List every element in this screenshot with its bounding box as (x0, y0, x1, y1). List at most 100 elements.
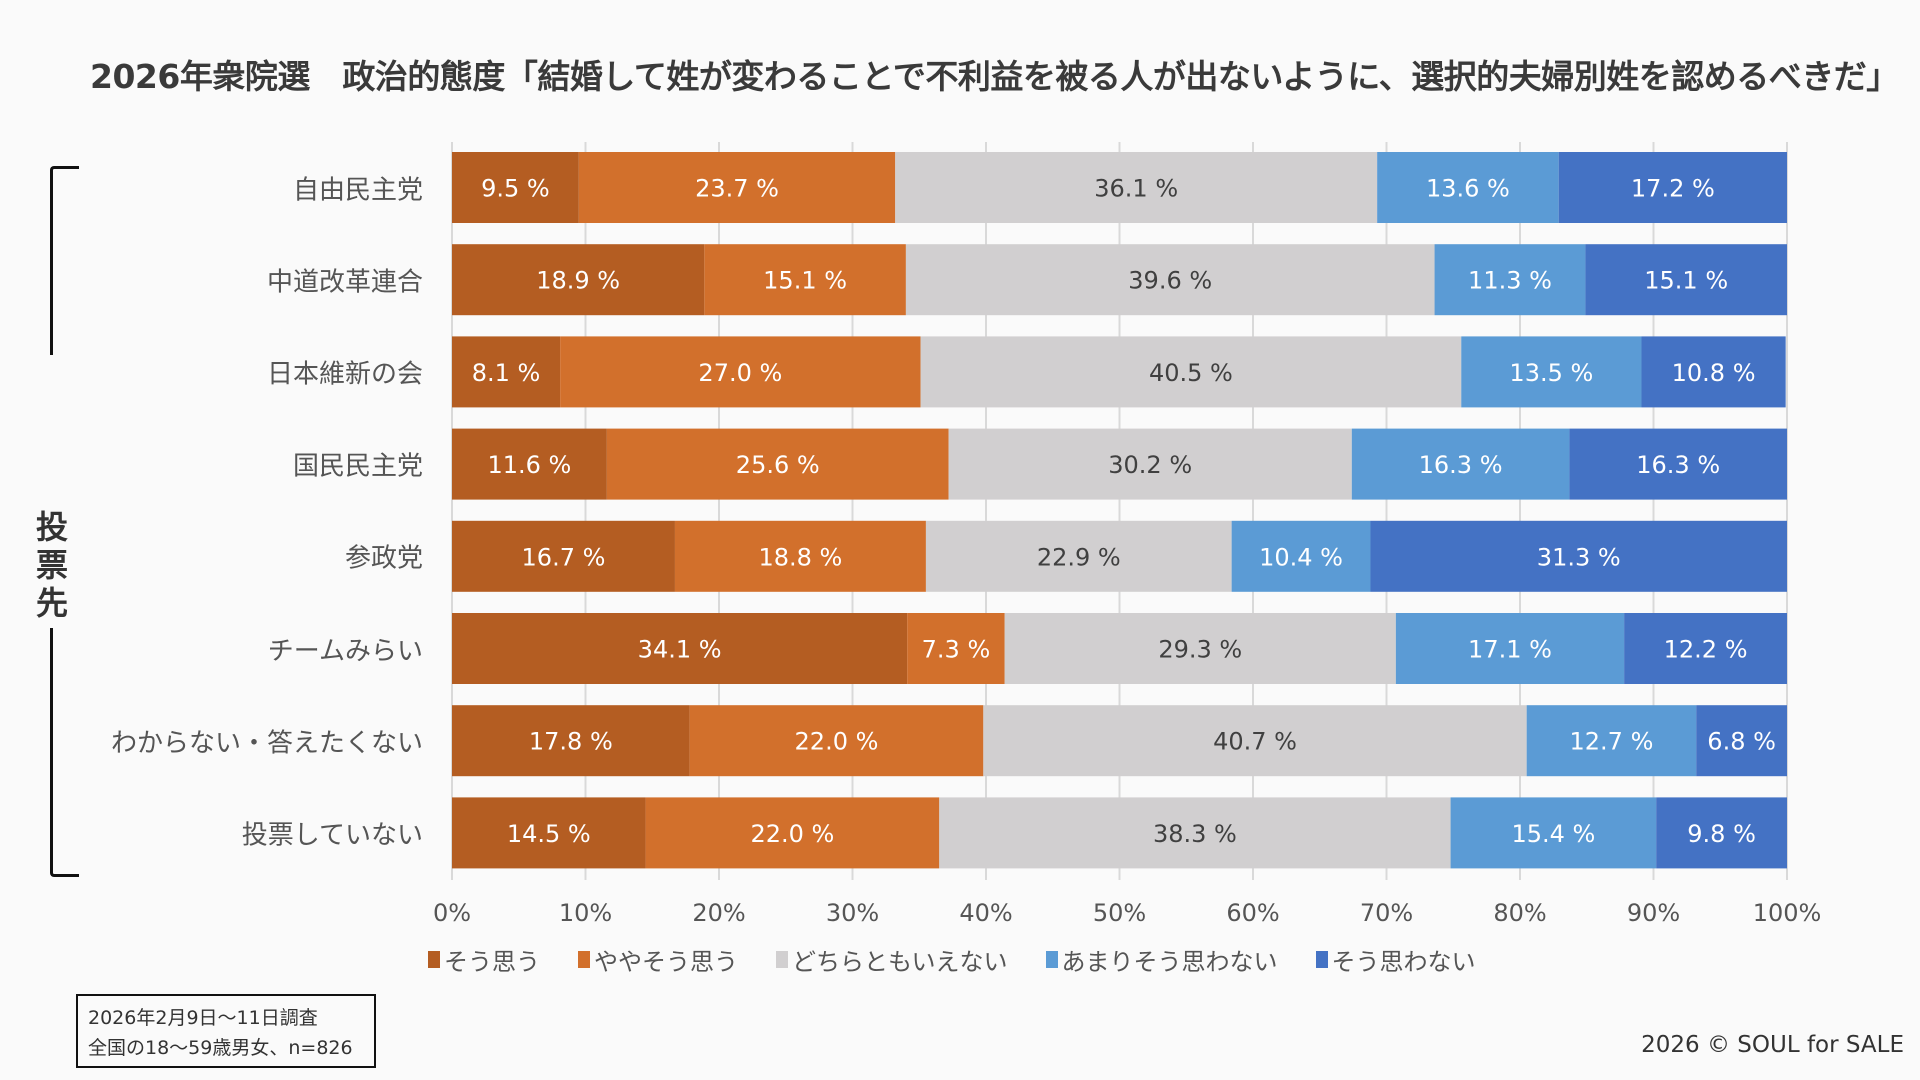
data-label: 17.1 % (1468, 636, 1552, 664)
bar-segment (948, 428, 1352, 500)
bar-segment (1450, 797, 1657, 869)
x-tick-label: 60% (1226, 899, 1279, 927)
data-label: 12.7 % (1570, 728, 1654, 756)
x-tick-label: 80% (1493, 899, 1546, 927)
bar-segment (1558, 152, 1787, 223)
data-label: 36.1 % (1094, 175, 1178, 203)
legend-swatch (1315, 951, 1328, 968)
category-label: チームみらい (267, 636, 423, 666)
x-tick-label: 50% (1093, 899, 1146, 927)
data-label: 18.9 % (536, 267, 620, 295)
data-label: 13.6 % (1426, 175, 1510, 203)
bar-segment (1377, 152, 1559, 223)
legend-label: あまりそう思わない (1061, 948, 1278, 976)
bar-segment (1526, 705, 1697, 777)
legend-item: ややそう思う (578, 942, 738, 977)
bar-segment (1395, 613, 1625, 684)
category-label: 投票していない (241, 820, 423, 851)
legend-label: そう思う (444, 948, 540, 976)
bar-segment (704, 244, 906, 316)
data-label: 39.6 % (1128, 267, 1212, 295)
bar-segment (905, 244, 1435, 316)
bar-segment (452, 797, 646, 869)
bar-segment (1231, 520, 1371, 592)
bar-segment (578, 152, 896, 223)
bar-segment (1585, 244, 1787, 316)
copyright: 2026 © SOUL for SALE (1641, 1032, 1904, 1058)
data-label: 31.3 % (1537, 543, 1621, 571)
data-label: 38.3 % (1153, 820, 1237, 848)
data-label: 40.7 % (1213, 728, 1297, 756)
bar-segment (452, 705, 690, 777)
data-label: 34.1 % (638, 636, 722, 664)
category-label: 中道改革連合 (266, 267, 423, 298)
legend-swatch (776, 951, 788, 968)
bar-segment (674, 520, 926, 592)
data-label: 10.4 % (1259, 543, 1343, 571)
data-label: 23.7 % (695, 175, 779, 203)
data-label: 8.1 % (472, 359, 541, 387)
bar-segment (560, 336, 921, 408)
legend-swatch (578, 951, 590, 968)
data-label: 29.3 % (1158, 636, 1242, 664)
bar-segment (1696, 705, 1787, 777)
category-label: 日本維新の会 (266, 359, 423, 390)
x-tick-label: 90% (1627, 899, 1680, 927)
x-tick-label: 0% (433, 899, 471, 927)
legend-label: ややそう思う (594, 948, 738, 976)
data-label: 10.8 % (1672, 359, 1756, 387)
bar-segment (1434, 244, 1586, 316)
bar-segment (895, 152, 1378, 223)
legend-item: あまりそう思わない (1045, 942, 1278, 977)
bar-segment (907, 613, 1005, 684)
group-axis-label: 投票先 (35, 508, 68, 622)
data-label: 17.2 % (1631, 175, 1715, 203)
x-tick-label: 10% (559, 899, 612, 927)
data-label: 16.3 % (1419, 451, 1503, 479)
bar-segment (939, 797, 1451, 869)
x-tick-label: 20% (692, 899, 745, 927)
bar-segment (983, 705, 1527, 777)
legend-item: どちらともいえない (776, 942, 1008, 977)
x-tick-label: 100% (1753, 899, 1822, 927)
bar-segment (1641, 336, 1786, 408)
data-label: 13.5 % (1509, 359, 1593, 387)
data-label: 18.8 % (758, 543, 842, 571)
bar-segment (1656, 797, 1787, 869)
category-label: 参政党 (344, 543, 423, 574)
bar-segment (1624, 613, 1787, 684)
bar-segment (1004, 613, 1396, 684)
survey-note-box: 2026年2月9日〜11日調査 全国の18〜59歳男女、n=826 (76, 994, 376, 1068)
legend-label: そう思わない (1331, 948, 1476, 976)
legend-label: どちらともいえない (792, 948, 1008, 976)
bar-segment (1569, 428, 1787, 500)
data-label: 7.3 % (922, 636, 991, 664)
bar-segment (452, 152, 579, 223)
survey-sample: 全国の18〜59歳男女、n=826 (88, 1037, 353, 1059)
bar-segment (452, 520, 675, 592)
data-label: 6.8 % (1707, 728, 1776, 756)
bar-segment (925, 520, 1232, 592)
bar-segment (1461, 336, 1642, 408)
data-label: 14.5 % (507, 820, 591, 848)
data-label: 9.5 % (481, 175, 550, 203)
bar-segment (452, 613, 908, 684)
group-bracket-bottom (50, 628, 79, 877)
data-label: 40.5 % (1149, 359, 1233, 387)
x-tick-label: 70% (1360, 899, 1413, 927)
data-label: 22.0 % (795, 728, 879, 756)
legend-swatch (428, 951, 440, 968)
data-label: 11.3 % (1468, 267, 1552, 295)
group-bracket-top (50, 166, 79, 355)
data-label: 16.7 % (522, 543, 606, 571)
bar-segment (689, 705, 984, 777)
data-label: 15.4 % (1511, 820, 1595, 848)
bar-segment (452, 336, 561, 408)
survey-date: 2026年2月9日〜11日調査 (88, 1007, 318, 1029)
bar-segment (452, 244, 705, 316)
data-label: 17.8 % (529, 728, 613, 756)
bar-segment (645, 797, 940, 869)
legend-item: そう思う (428, 942, 540, 977)
x-tick-label: 30% (826, 899, 879, 927)
